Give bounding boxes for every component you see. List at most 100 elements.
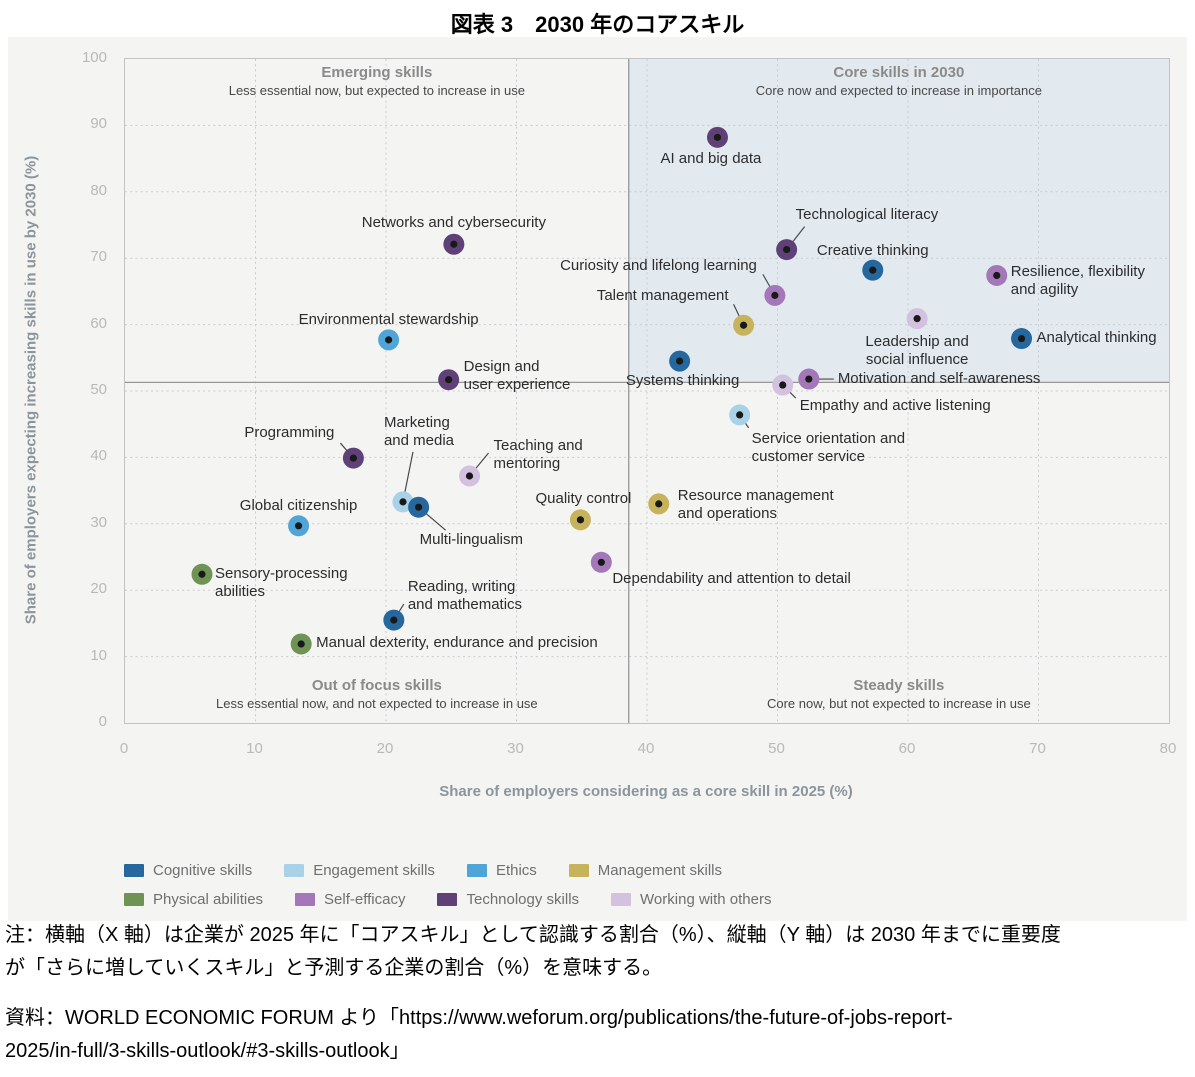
point-label-design-and-user-experience: Design and user experience [463,357,571,393]
page-title: 図表 3 2030 年のコアスキル [450,12,745,37]
point-label-teaching-and-mentoring: Teaching and mentoring [493,436,583,472]
quadrant-subtitle: Core now and expected to increase in imp… [755,83,1042,98]
legend-label-physical: Physical abilities [153,890,264,908]
y-tick-label: 50 [90,381,107,398]
point-label-dependability-and-attention-to-detail: Dependability and attention to detail [612,570,851,588]
point-label-service-orientation-and-customer-service: Service orientation and customer service [751,429,906,465]
point-label-environmental-stewardship: Environmental stewardship [298,310,479,328]
y-axis-title: Share of employers expecting increasing … [22,155,40,625]
x-tick-label: 80 [1159,740,1177,757]
legend-item-working: Working with others [611,890,772,908]
quadrant-title: Emerging skills [321,64,433,81]
x-tick-label: 0 [119,740,129,757]
plot-area: Emerging skills Less essential now, but … [124,58,1170,724]
source-line: 資料：WORLD ECONOMIC FORUM より「https://www.w… [5,1007,953,1029]
quadrant-subtitle: Less essential now, but expected to incr… [228,83,526,98]
quadrant-subtitle: Core now, but not expected to increase i… [766,696,1031,711]
legend-item-engagement: Engagement skills [284,862,435,879]
point-center-motivation-and-self-awareness [805,375,813,383]
legend-label-engagement: Engagement skills [313,861,435,879]
y-tick-label: 30 [90,513,107,531]
quadrant-header-bottom-right: Steady skills Core now, but not expected… [767,677,1031,711]
point-label-manual-dexterity-endurance-and-precision: Manual dexterity, endurance and precisio… [316,633,598,651]
point-center-teaching-and-mentoring [465,472,474,480]
point-label-resilience-flexibility-and-agility: Resilience, flexibility and agility [1010,263,1145,299]
point-center-global-citizenship [294,522,303,530]
point-center-multi-lingualism [415,503,423,511]
point-label-empathy-and-active-listening: Empathy and active listening [799,397,991,415]
point-center-manual-dexterity-endurance-and-precision [297,640,305,648]
legend: Cognitive skills Engagement skills Ethics M… [124,860,772,918]
quadrant-header-top-left: Emerging skills Less essential now, but … [229,64,525,98]
x-tick-label: 20 [376,740,394,757]
legend-label-working: Working with others [640,890,772,908]
x-tick-label: 70 [1029,740,1046,757]
point-center-programming [349,454,357,462]
point-label-reading-writing-and-mathematics: Reading, writing and mathematics [407,578,523,614]
quadrant-title: Out of focus skills [311,677,442,694]
point-center-creative-thinking [869,266,877,274]
point-label-motivation-and-self-awareness: Motivation and self-awareness [837,370,1041,388]
core-skills-quadrant-shading [628,59,1169,383]
point-label-programming: Programming [244,424,335,442]
legend-swatch-working [611,892,632,906]
chart-figure: Emerging skills Less essential now, but … [8,37,1187,921]
legend-row: Cognitive skills Engagement skills Ethics M… [124,860,772,880]
legend-item-management: Management skills [568,861,723,879]
point-label-curiosity-and-lifelong-learning: Curiosity and lifelong learning [560,257,757,275]
point-center-networks-and-cybersecurity [450,240,458,248]
y-tick-label: 70 [90,248,107,266]
y-tick-label: 20 [90,580,107,598]
quadrant-header-top-right: Core skills in 2030 Core now and expecte… [756,64,1042,98]
legend-row: Physical abilities Self-efficacy Technolog… [124,889,772,909]
point-label-resource-management-and-operations: Resource management and operations [677,486,834,522]
point-center-marketing-and-media [399,498,407,506]
point-center-curiosity-and-lifelong-learning [771,291,779,299]
point-label-marketing-and-media: Marketing and media [383,413,455,449]
legend-item-ethics: Ethics [466,861,537,879]
y-tick-label: 90 [90,115,107,133]
point-label-sensory-processing-abilities: Sensory-processing abilities [214,565,348,601]
point-center-talent-management [739,321,748,329]
legend-swatch-ethics [466,863,487,877]
legend-swatch-self_efficacy [295,892,316,906]
point-center-systems-thinking [676,357,684,365]
x-tick-label: 30 [507,740,524,757]
legend-swatch-engagement [284,863,305,877]
point-label-systems-thinking: Systems thinking [625,372,740,390]
point-center-leadership-and-social-influence [913,315,921,323]
point-label-talent-management: Talent management [596,287,729,305]
note-line: 注：横軸（X 軸）は企業が 2025 年に「コアスキル」として認識する割合（%）… [5,924,1061,946]
x-tick-label: 10 [246,740,263,757]
point-center-quality-control [576,516,585,524]
point-label-creative-thinking: Creative thinking [816,242,929,260]
legend-swatch-physical [124,892,144,906]
y-tick-label: 100 [81,49,107,66]
point-label-quality-control: Quality control [535,489,632,507]
point-center-service-orientation-and-customer-service [736,411,744,419]
legend-swatch-technology [437,892,458,906]
point-label-leadership-and-social-influence: Leadership and social influence [865,332,969,368]
point-center-technological-literacy [783,245,791,254]
point-center-analytical-thinking [1017,334,1026,343]
point-label-global-citizenship: Global citizenship [239,496,358,514]
point-labels-layer: AI and big data Networks and cybersecurit… [125,59,1169,723]
legend-swatch-management [568,863,589,877]
x-tick-label: 60 [898,740,916,757]
x-axis-title: Share of employers considering as a core… [439,783,853,800]
legend-item-physical: Physical abilities [124,891,263,908]
note-text: 注：横軸（X 軸）は企業が 2025 年に「コアスキル」として認識する割合（%）… [5,919,1190,985]
y-tick-label: 10 [90,646,107,664]
legend-label-management: Management skills [597,861,723,879]
point-center-dependability-and-attention-to-detail [597,558,605,566]
point-label-technological-literacy: Technological literacy [795,205,939,223]
legend-label-cognitive: Cognitive skills [153,861,253,879]
legend-label-ethics: Ethics [495,861,537,879]
x-tick-label: 40 [637,740,655,757]
point-center-resilience-flexibility-and-agility [993,271,1001,280]
point-center-ai-and-big-data [713,133,722,141]
legend-label-self_efficacy: Self-efficacy [324,890,406,908]
quadrant-header-bottom-left: Out of focus skills Less essential now, … [216,677,538,711]
y-tick-label: 40 [90,447,107,465]
point-label-ai-and-big-data: AI and big data [660,150,762,168]
